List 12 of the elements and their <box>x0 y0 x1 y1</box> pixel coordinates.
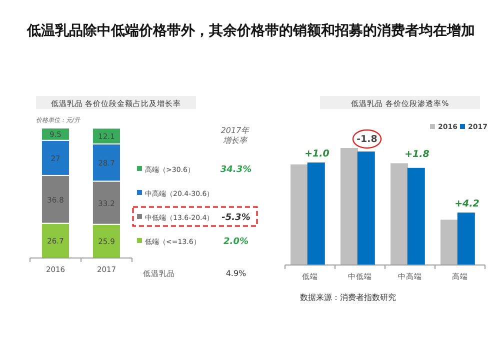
text: 2.0% <box>224 237 248 247</box>
text: 34.3% <box>220 165 252 175</box>
annotation: +4.2 <box>454 198 480 210</box>
text: 4.9% <box>226 269 247 278</box>
annotation: +1.0 <box>304 148 330 160</box>
source-note: 数据来源：消费者指数研究 <box>300 293 396 302</box>
text: -5.3% <box>222 213 250 223</box>
text: 2017年 <box>220 126 250 135</box>
text: 增长率 <box>223 136 248 145</box>
text: -1.8 <box>356 134 378 145</box>
annotation: +1.8 <box>404 149 430 160</box>
text: 低温乳品除中低端价格带外，其余价格带的销额和招募的消费者均在增加 <box>26 22 475 39</box>
